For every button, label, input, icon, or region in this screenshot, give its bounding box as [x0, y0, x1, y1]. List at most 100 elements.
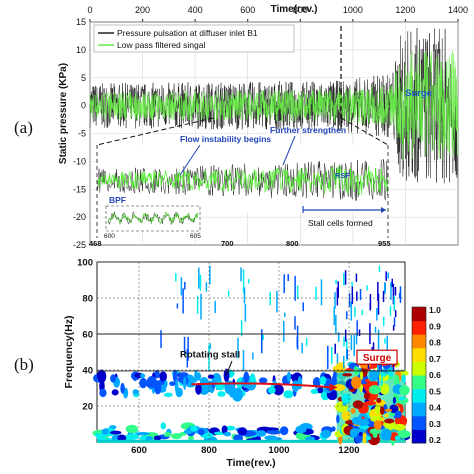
- contour-blob: [221, 425, 228, 434]
- colorbar-tick-label: 0.2: [429, 435, 441, 445]
- surge-blob: [399, 370, 409, 376]
- surge-blob: [393, 374, 400, 387]
- surge-label: Surge: [363, 353, 392, 364]
- contour-streak: [315, 286, 317, 301]
- contour-streak: [294, 316, 296, 330]
- y-tick-label: -15: [73, 184, 86, 194]
- x-tick-label: 1400: [448, 5, 468, 15]
- inset-x-tick-label: 468: [89, 239, 102, 248]
- surge-streak: [391, 278, 394, 288]
- surge-blob: [341, 410, 351, 421]
- sub-inset-tick-label: 605: [190, 233, 201, 240]
- spectrogram-contours: [92, 265, 411, 446]
- contour-blob: [190, 425, 198, 432]
- surge-blob: [365, 435, 372, 441]
- contour-streak: [244, 304, 247, 322]
- surge-streak: [335, 279, 337, 284]
- colorbar-segment: [412, 320, 426, 335]
- surge-streak: [334, 292, 336, 309]
- surge-blob: [374, 404, 381, 415]
- surge-streak: [384, 282, 386, 294]
- legend-label-filtered: Low pass filtered singal: [117, 40, 205, 50]
- surge-streak: [343, 336, 345, 347]
- colorbar-segment: [412, 375, 426, 390]
- panel-label-b: (b): [14, 355, 34, 374]
- flow-instability-arrow: [179, 144, 201, 176]
- contour-blob: [175, 387, 183, 398]
- x-tick-label: 1200: [338, 445, 359, 456]
- contour-streak: [296, 336, 299, 348]
- contour-streak: [296, 285, 299, 300]
- flow-instability-label: Flow instability begins: [180, 134, 271, 144]
- stall-bracket-arrowhead: [381, 207, 386, 213]
- surge-streak: [369, 294, 372, 310]
- surge-streak: [337, 281, 339, 299]
- contour-blob: [223, 431, 232, 437]
- contour-streak: [184, 281, 186, 290]
- contour-blob: [320, 429, 332, 439]
- contour-streak: [282, 320, 285, 342]
- y-tick-label: 60: [82, 330, 93, 341]
- contour-blob: [163, 392, 173, 398]
- contour-streak: [182, 288, 184, 314]
- surge-streak: [336, 287, 339, 306]
- surge-streak: [377, 281, 379, 301]
- surge-streak: [351, 286, 354, 304]
- x-tick-label: 1000: [343, 5, 363, 15]
- contour-streak: [356, 320, 358, 337]
- y-tick-label: 20: [82, 402, 93, 413]
- sub-inset-tick-label: 600: [104, 233, 115, 240]
- contour-streak: [327, 345, 329, 370]
- y-tick-label: 0: [81, 101, 86, 111]
- contour-blob: [255, 430, 267, 437]
- contour-streak: [180, 277, 183, 296]
- y-tick-label: 100: [77, 258, 93, 269]
- colorbar-tick-label: 1.0: [429, 305, 441, 315]
- surge-streak: [390, 282, 392, 300]
- surge-streak: [392, 283, 395, 305]
- contour-streak: [200, 293, 202, 320]
- contour-streak: [186, 348, 189, 368]
- contour-blob: [117, 434, 127, 442]
- contour-blob: [139, 377, 148, 389]
- contour-baseline: [97, 439, 405, 443]
- contour-blob: [268, 386, 276, 394]
- surge-streak: [344, 270, 347, 285]
- contour-streak: [302, 302, 304, 312]
- contour-blob: [195, 383, 202, 395]
- surge-streak: [387, 272, 390, 279]
- colorbar-tick-label: 0.9: [429, 321, 441, 331]
- surge-streak: [330, 346, 333, 364]
- contour-streak: [269, 291, 272, 306]
- x-tick-label: 800: [293, 5, 308, 15]
- contour-streak: [209, 343, 211, 349]
- surge-blob: [394, 435, 401, 441]
- surge-streak: [393, 296, 396, 311]
- surge-streak: [353, 335, 355, 357]
- contour-blob: [266, 430, 281, 435]
- contour-blob: [279, 426, 289, 436]
- contour-blob: [295, 425, 307, 434]
- contour-blob: [207, 374, 215, 379]
- contour-blob: [225, 425, 236, 431]
- surge-streak: [348, 293, 351, 308]
- x-tick-label: 1000: [268, 445, 289, 456]
- colorbar-segment: [412, 334, 426, 349]
- y-tick-label: 15: [76, 17, 86, 27]
- surge-blob: [372, 433, 378, 438]
- surge-streak: [392, 325, 395, 331]
- contour-blob: [154, 370, 160, 379]
- sub-inset-series-filtered: [107, 211, 198, 225]
- surge-streak: [384, 338, 386, 344]
- surge-streak: [369, 302, 371, 311]
- x-tick-label: 200: [135, 5, 150, 15]
- series-line-filtered: [89, 50, 459, 162]
- contour-blob: [233, 434, 244, 442]
- surge-streak: [355, 334, 358, 345]
- surge-streak: [356, 291, 358, 301]
- contour-blob: [310, 388, 319, 394]
- zoom-connector-right: [340, 117, 389, 146]
- surge-blob: [373, 420, 382, 430]
- contour-streak: [187, 336, 189, 361]
- contour-blob: [249, 373, 256, 386]
